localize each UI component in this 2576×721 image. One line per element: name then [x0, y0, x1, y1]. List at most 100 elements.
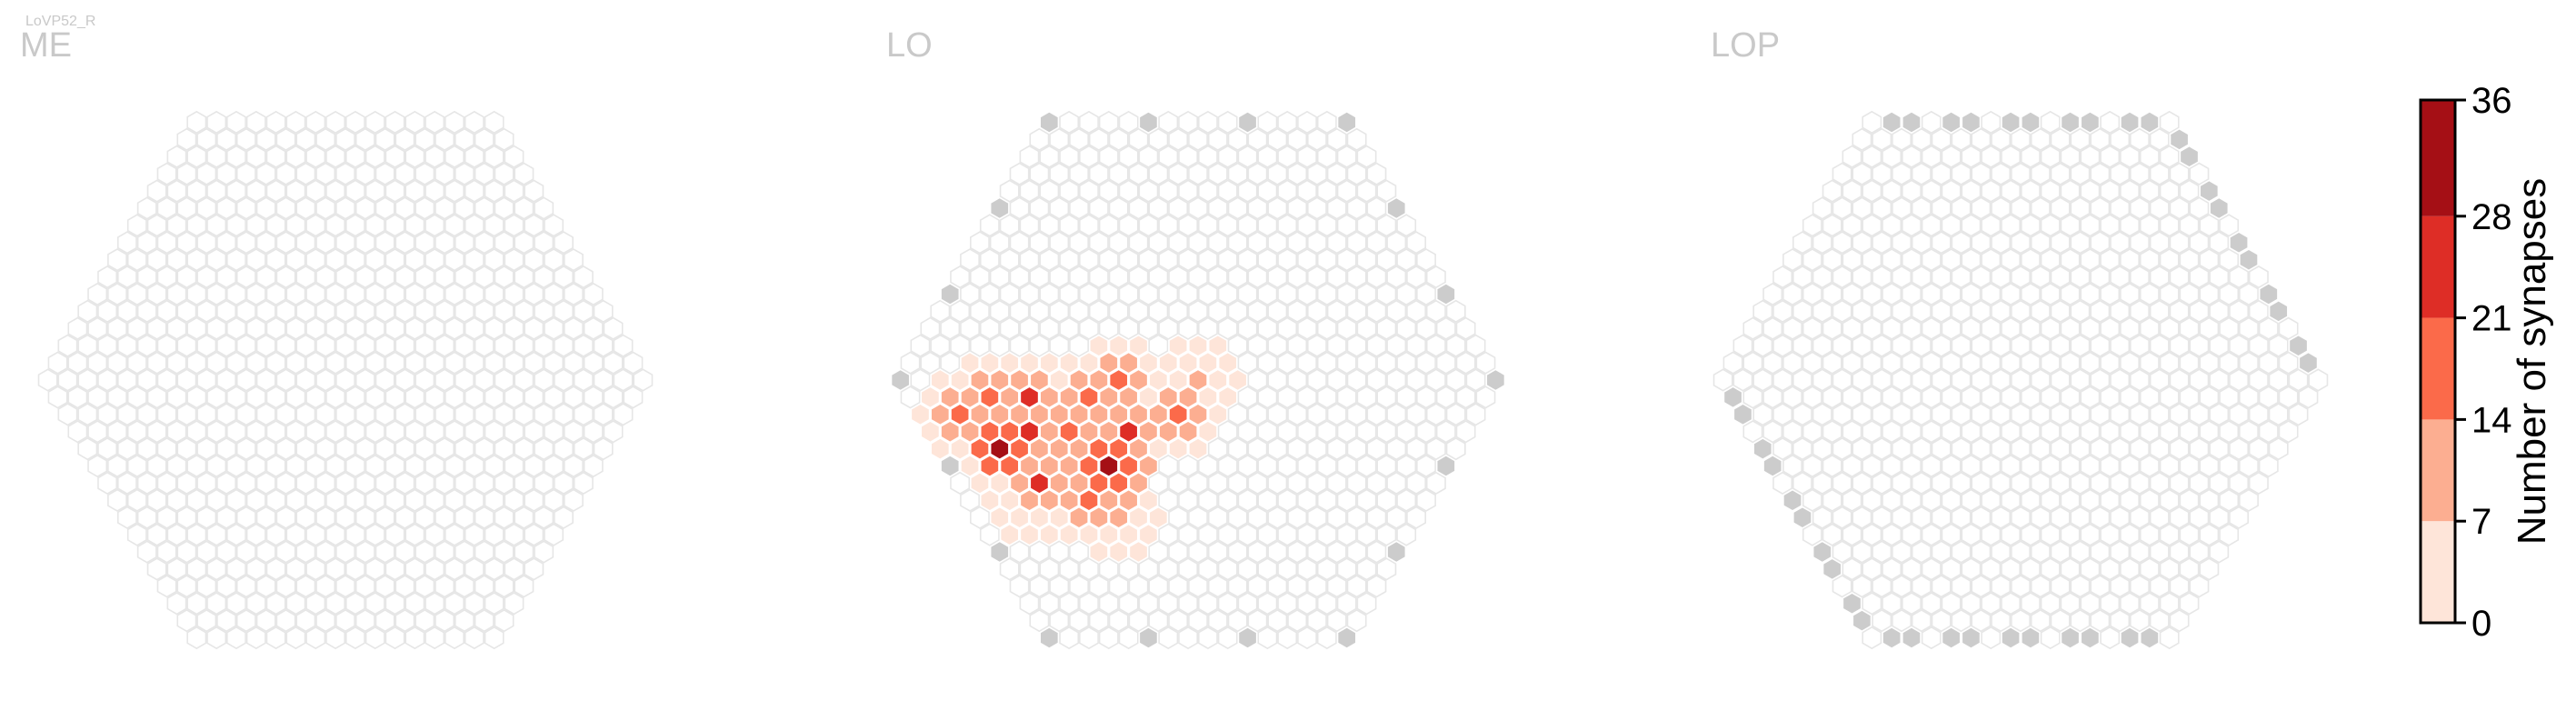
hex-cell [1346, 540, 1367, 564]
hex-cell-synapse [1118, 420, 1139, 444]
hex-cell [156, 540, 177, 564]
hex-cell [1237, 488, 1258, 512]
hex-cell [2080, 523, 2101, 546]
hex-cell [1931, 231, 1952, 255]
hex-cell [2199, 557, 2220, 581]
hex-cell [354, 265, 375, 289]
hex-cell [2030, 231, 2051, 255]
hex-cell [1961, 248, 1982, 272]
hex-cell [77, 334, 98, 357]
hex-cell [1217, 454, 1238, 478]
hex-cell [434, 265, 455, 289]
hex-cell [1902, 488, 1922, 512]
hex-cell [2179, 179, 2200, 203]
hex-cell [1862, 454, 1882, 478]
hex-cell [2139, 592, 2160, 616]
hex-cell [404, 316, 425, 340]
hex-cell [285, 626, 306, 650]
hex-cell [454, 299, 474, 324]
hex-cell [1088, 127, 1109, 152]
hex-cell [1178, 626, 1199, 650]
hex-cell [1981, 179, 2002, 203]
hex-cell [315, 575, 336, 598]
hex-cell [1366, 436, 1387, 461]
hex-cell [920, 316, 941, 340]
hex-cell [1088, 608, 1109, 633]
hex-cell [1832, 334, 1852, 357]
hex-cell [1207, 196, 1228, 220]
hex-cell [1822, 282, 1842, 306]
hex-cell [2110, 471, 2131, 496]
hex-cell-synapse [1148, 368, 1169, 392]
hex-cell [1862, 248, 1882, 272]
hex-cell [404, 248, 425, 272]
hex-cell-no-data [2169, 127, 2190, 152]
hex-cell [265, 557, 286, 581]
hex-cell [2060, 454, 2081, 478]
hex-cell [424, 316, 445, 340]
hex-cell [1832, 265, 1852, 289]
hex-cell [2209, 436, 2230, 461]
hex-cell [344, 386, 365, 409]
hex-cell [87, 282, 108, 306]
hex-cell [494, 471, 514, 496]
hex-cell [1237, 214, 1258, 237]
hex-cell [146, 420, 167, 444]
hex-cell [1802, 214, 1822, 237]
hex-cell [285, 316, 306, 340]
hex-cell [1872, 403, 1892, 426]
hex-cell [2149, 334, 2170, 357]
hex-cell [1386, 436, 1407, 461]
hex-cell [1138, 214, 1159, 237]
hex-cell [1336, 179, 1357, 203]
hex-cell [1237, 454, 1258, 478]
hex-cell [2001, 145, 2022, 168]
hex-cell [1356, 282, 1377, 306]
hex-cell [196, 334, 217, 357]
hex-cell [593, 403, 614, 426]
hex-cell [1297, 248, 1317, 272]
hex-cell [1376, 248, 1397, 272]
hex-cell [2139, 557, 2160, 581]
hex-cell [1991, 299, 2012, 324]
hex-cell [900, 351, 921, 375]
hex-cell [1961, 523, 1982, 546]
hex-cell [573, 334, 594, 357]
hex-cell [1356, 316, 1377, 340]
hex-cell [1197, 592, 1218, 616]
hex-cell [1207, 231, 1228, 255]
hex-cell [1822, 454, 1842, 478]
hex-cell [216, 196, 236, 220]
hex-cell [186, 626, 207, 650]
hex-cell [554, 231, 574, 255]
hex-cell [1118, 557, 1139, 581]
hex-cell [2070, 540, 2091, 564]
hex-cell [2120, 248, 2140, 272]
hex-cell [1356, 248, 1377, 272]
hex-cell-synapse [1138, 454, 1159, 478]
hex-cell [374, 436, 395, 461]
hex-cell [1346, 368, 1367, 392]
hex-cell [2149, 231, 2170, 255]
hex-cell [1872, 162, 1892, 185]
hex-cell [1386, 299, 1407, 324]
hex-cell [2159, 592, 2180, 616]
hex-cell [910, 334, 931, 357]
hex-cell [1852, 575, 1872, 598]
hex-cell [186, 557, 207, 581]
hex-cell [1336, 557, 1357, 581]
hex-cell [1762, 386, 1783, 409]
hex-cell [1356, 454, 1377, 478]
hex-cell [1069, 540, 1089, 564]
hex-cell [2011, 608, 2031, 633]
hex-cell [1921, 214, 1942, 237]
hex-cell [354, 162, 375, 185]
hex-cell [2020, 214, 2041, 237]
hex-cell [1902, 523, 1922, 546]
hex-cell [136, 436, 157, 461]
hex-cell [1257, 488, 1278, 512]
hex-cell [1227, 436, 1248, 461]
hex-cell-synapse [950, 436, 971, 461]
hex-cell [1079, 145, 1099, 168]
hex-cell [176, 608, 197, 633]
